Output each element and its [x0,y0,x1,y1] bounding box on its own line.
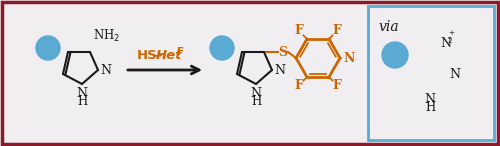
Text: F: F [332,24,342,37]
Text: −: − [152,49,162,62]
Text: via: via [378,20,398,34]
FancyBboxPatch shape [368,6,494,140]
Text: F: F [332,79,342,92]
Text: N: N [449,68,460,81]
Text: N: N [76,87,88,100]
Text: N: N [100,64,111,77]
Text: $_2^+$: $_2^+$ [447,30,456,46]
Text: F: F [178,47,184,57]
Text: H: H [77,95,87,108]
Text: NH$_2$: NH$_2$ [93,28,120,44]
Circle shape [210,36,234,60]
Circle shape [382,42,408,68]
Text: Het: Het [156,49,182,62]
Circle shape [36,36,60,60]
Text: N: N [343,52,354,65]
Text: S: S [278,46,287,59]
FancyBboxPatch shape [2,2,498,144]
Text: F: F [294,79,304,92]
Text: HS: HS [136,49,158,62]
Text: N: N [250,87,262,100]
Text: H: H [251,95,261,108]
Text: N: N [424,93,436,106]
Text: H: H [425,101,435,114]
Text: F: F [294,24,304,37]
Text: N: N [440,37,451,50]
Text: N: N [274,64,285,77]
